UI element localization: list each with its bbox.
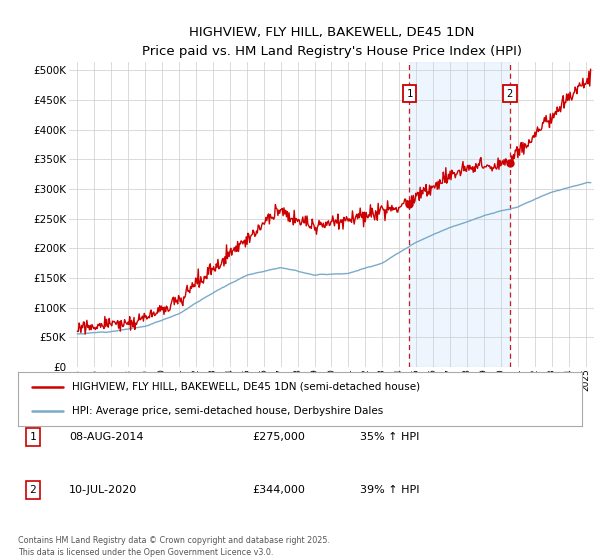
Text: 1: 1: [406, 88, 413, 99]
Text: 39% ↑ HPI: 39% ↑ HPI: [360, 485, 419, 495]
Text: 35% ↑ HPI: 35% ↑ HPI: [360, 432, 419, 442]
Text: 1: 1: [29, 432, 37, 442]
Text: HPI: Average price, semi-detached house, Derbyshire Dales: HPI: Average price, semi-detached house,…: [71, 406, 383, 416]
Text: 2: 2: [29, 485, 37, 495]
Text: HIGHVIEW, FLY HILL, BAKEWELL, DE45 1DN (semi-detached house): HIGHVIEW, FLY HILL, BAKEWELL, DE45 1DN (…: [71, 382, 420, 392]
Text: 2: 2: [507, 88, 513, 99]
Text: 10-JUL-2020: 10-JUL-2020: [69, 485, 137, 495]
Title: HIGHVIEW, FLY HILL, BAKEWELL, DE45 1DN
Price paid vs. HM Land Registry's House P: HIGHVIEW, FLY HILL, BAKEWELL, DE45 1DN P…: [142, 26, 521, 58]
Bar: [409, 62, 510, 367]
Text: £275,000: £275,000: [252, 432, 305, 442]
Text: 08-AUG-2014: 08-AUG-2014: [69, 432, 143, 442]
Text: Contains HM Land Registry data © Crown copyright and database right 2025.
This d: Contains HM Land Registry data © Crown c…: [18, 536, 330, 557]
Text: £344,000: £344,000: [252, 485, 305, 495]
